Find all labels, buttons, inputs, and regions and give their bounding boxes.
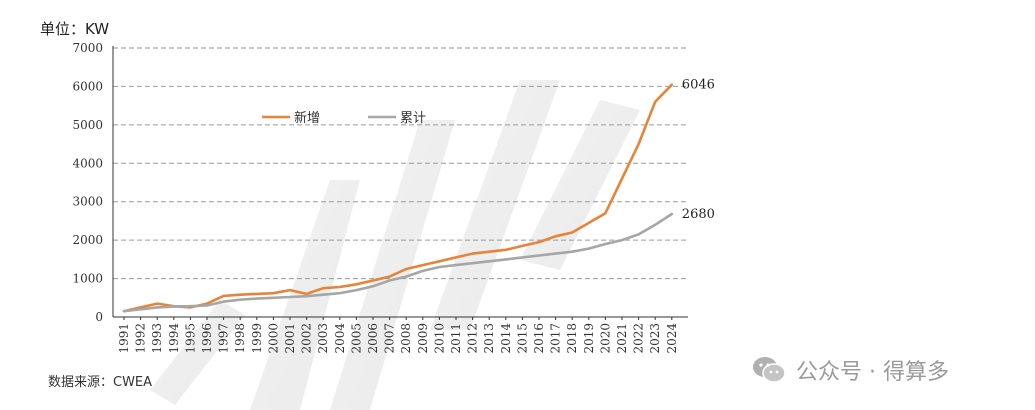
- x-tick-label: 1991: [117, 323, 131, 354]
- end-labels: 6046 2680: [682, 78, 715, 222]
- x-tick-label: 2013: [482, 323, 496, 354]
- legend-label: 新增: [294, 110, 320, 126]
- x-tick-label: 2018: [565, 323, 579, 354]
- x-tick-label: 1993: [150, 323, 164, 354]
- x-tick-label: 1996: [200, 323, 214, 354]
- y-tick-label: 6000: [72, 79, 103, 93]
- x-tick-label: 2014: [499, 323, 513, 354]
- x-tick-label: 2019: [582, 323, 596, 354]
- y-tick-label: 2000: [72, 233, 103, 247]
- y-axis: 0 1000 2000 3000 4000 5000 6000 7000: [72, 41, 114, 324]
- watermark-logo: [150, 80, 640, 410]
- x-tick-label: 2008: [399, 323, 413, 354]
- x-tick-label: 2005: [349, 323, 363, 354]
- x-tick-label: 2010: [432, 323, 446, 354]
- series-line-2: [122, 212, 674, 313]
- series-lines: [122, 83, 674, 313]
- x-tick-label: 2016: [532, 323, 546, 354]
- x-tick-label: 2007: [383, 323, 397, 354]
- x-tick-label: 2002: [300, 323, 314, 354]
- y-tick-label: 7000: [72, 41, 103, 55]
- x-tick-label: 1994: [167, 323, 181, 354]
- x-tick-label: 2020: [598, 323, 612, 354]
- x-tick-label: 1997: [217, 323, 231, 354]
- x-tick-label: 2000: [266, 323, 280, 354]
- unit-label: 单位：KW: [40, 20, 110, 38]
- x-tick-label: 2021: [615, 323, 629, 354]
- x-tick-label: 2001: [283, 323, 297, 354]
- x-tick-label: 2023: [648, 323, 662, 354]
- y-tick-label: 0: [95, 310, 103, 324]
- x-tick-label: 1992: [134, 323, 148, 354]
- x-axis: 1991 1992 1993 1994 1995 1996 1997 1998 1999 2000…: [113, 316, 688, 354]
- watermark-text: 公众号 · 得算多: [796, 360, 949, 385]
- end-value-label: 6046: [682, 78, 715, 93]
- end-value-label: 2680: [682, 207, 715, 222]
- x-tick-label: 2003: [316, 323, 330, 354]
- y-tick-label: 4000: [72, 156, 103, 170]
- source-note: 数据来源：CWEA: [48, 375, 153, 390]
- x-tick-label: 2012: [466, 323, 480, 354]
- x-tick-label: 2006: [366, 323, 380, 354]
- x-tick-label: 2009: [416, 323, 430, 354]
- x-tick-label: 2011: [449, 323, 463, 354]
- x-tick-label: 1999: [250, 323, 264, 354]
- x-tick-label: 2022: [632, 323, 646, 354]
- x-tick-label: 1998: [233, 323, 247, 354]
- wechat-watermark: 公众号 · 得算多: [752, 354, 949, 386]
- series-line-1: [122, 83, 674, 313]
- x-tick-label: 1995: [183, 323, 197, 354]
- y-tick-label: 1000: [72, 272, 103, 286]
- wechat-icon: [753, 357, 786, 383]
- x-tick-label: 2024: [665, 323, 679, 354]
- legend-label: 累计: [400, 111, 426, 126]
- x-tick-label: 2004: [333, 323, 347, 354]
- legend: 新增 累计: [262, 110, 426, 126]
- x-tick-label: 2015: [515, 323, 529, 354]
- y-tick-label: 5000: [72, 118, 103, 132]
- x-tick-label: 2017: [549, 323, 563, 354]
- y-tick-label: 3000: [72, 195, 103, 209]
